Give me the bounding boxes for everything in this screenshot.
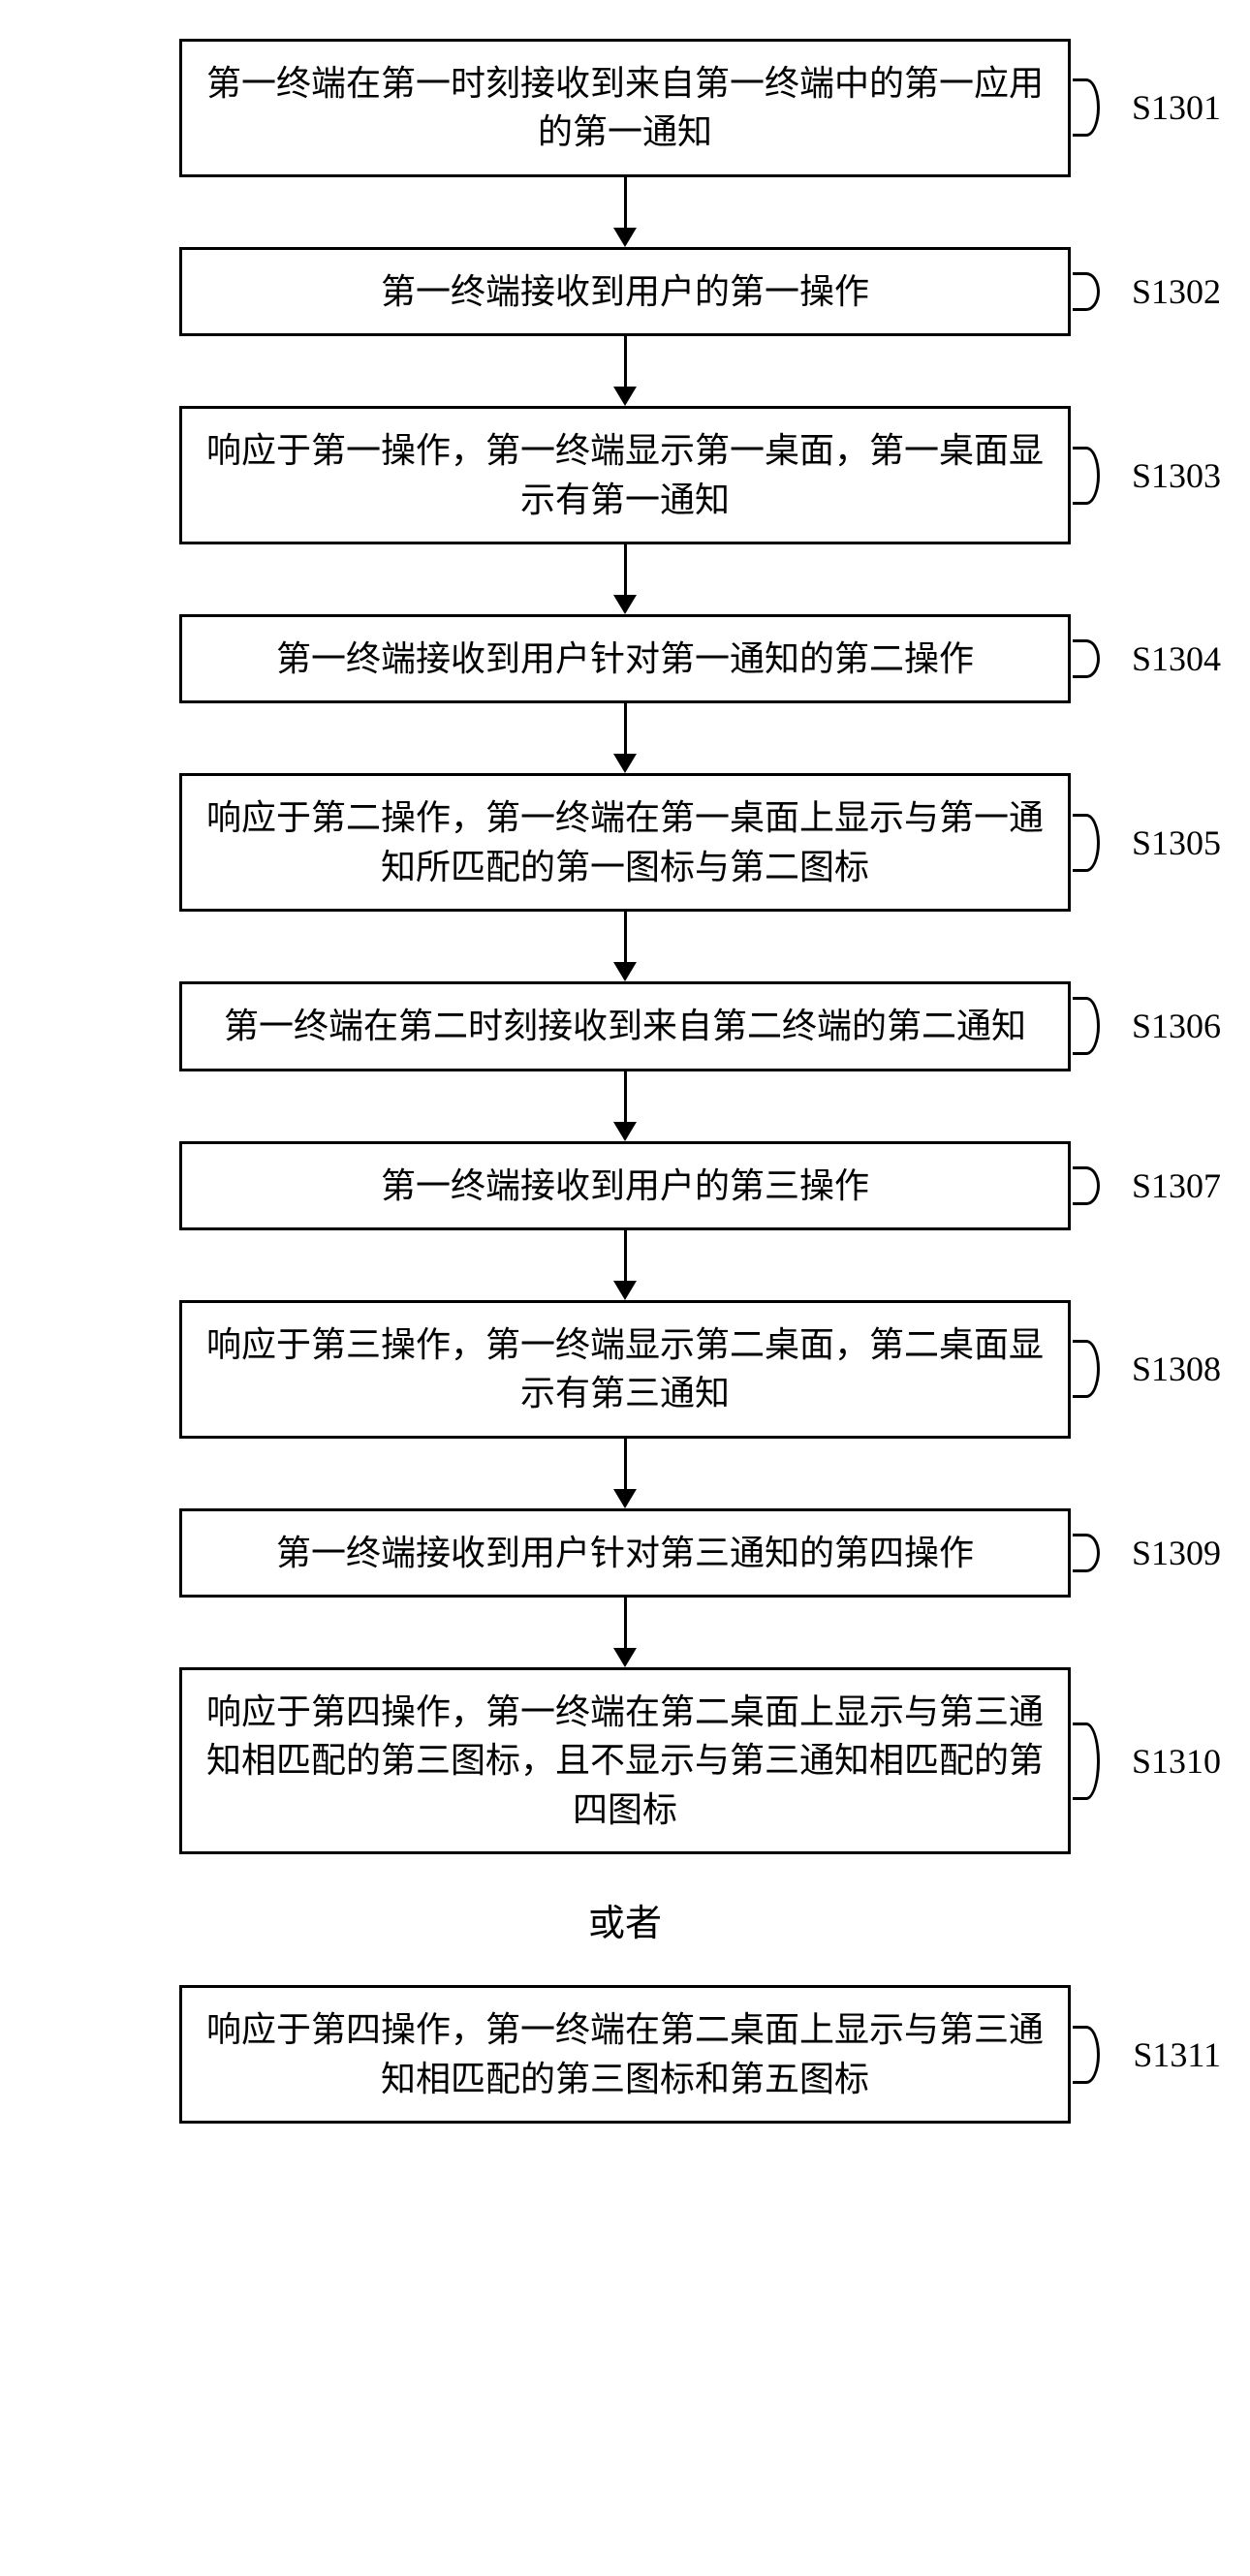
flow-node: 第一终端接收到用户针对第三通知的第四操作 S1309 <box>0 1508 1250 1598</box>
arrow-line <box>624 336 627 387</box>
node-box: 第一终端接收到用户的第一操作 <box>179 247 1071 336</box>
arrow-line <box>624 912 627 962</box>
node-label: S1307 <box>1132 1165 1221 1206</box>
arrow <box>613 336 637 406</box>
flow-node: 响应于第一操作，第一终端显示第一桌面，第一桌面显示有第一通知 S1303 <box>0 406 1250 544</box>
label-connector <box>1073 639 1100 678</box>
node-label: S1304 <box>1132 638 1221 679</box>
flow-node: 第一终端在第二时刻接收到来自第二终端的第二通知 S1306 <box>0 981 1250 1071</box>
arrow-head-icon <box>613 595 637 614</box>
node-label: S1310 <box>1132 1741 1221 1782</box>
flow-node: 第一终端在第一时刻接收到来自第一终端中的第一应用的第一通知 S1301 <box>0 39 1250 177</box>
or-separator: 或者 <box>588 1893 662 1946</box>
arrow <box>613 1230 637 1300</box>
label-connector <box>1073 1340 1100 1398</box>
label-connector <box>1073 997 1100 1055</box>
node-box: 响应于第四操作，第一终端在第二桌面上显示与第三通知相匹配的第三图标，且不显示与第… <box>179 1667 1071 1854</box>
node-box: 响应于第二操作，第一终端在第一桌面上显示与第一通知所匹配的第一图标与第二图标 <box>179 773 1071 912</box>
label-connector <box>1073 2026 1100 2084</box>
node-label: S1302 <box>1132 271 1221 312</box>
flow-node: 响应于第二操作，第一终端在第一桌面上显示与第一通知所匹配的第一图标与第二图标 S… <box>0 773 1250 912</box>
flow-node: 第一终端接收到用户的第一操作 S1302 <box>0 247 1250 336</box>
arrow-head-icon <box>613 962 637 981</box>
node-label: S1301 <box>1132 87 1221 128</box>
node-box: 响应于第四操作，第一终端在第二桌面上显示与第三通知相匹配的第三图标和第五图标 <box>179 1985 1071 2124</box>
node-label: S1305 <box>1132 822 1221 863</box>
arrow-head-icon <box>613 228 637 247</box>
node-box: 响应于第一操作，第一终端显示第一桌面，第一桌面显示有第一通知 <box>179 406 1071 544</box>
arrow-line <box>624 1071 627 1122</box>
arrow-line <box>624 177 627 228</box>
arrow-line <box>624 1230 627 1281</box>
node-label: S1311 <box>1133 2034 1221 2075</box>
node-box: 响应于第三操作，第一终端显示第二桌面，第二桌面显示有第三通知 <box>179 1300 1071 1439</box>
arrow-line <box>624 1439 627 1489</box>
flow-node: 响应于第四操作，第一终端在第二桌面上显示与第三通知相匹配的第三图标，且不显示与第… <box>0 1667 1250 1854</box>
flow-node: 第一终端接收到用户针对第一通知的第二操作 S1304 <box>0 614 1250 703</box>
arrow <box>613 1439 637 1508</box>
node-label: S1306 <box>1132 1006 1221 1046</box>
flow-node: 响应于第四操作，第一终端在第二桌面上显示与第三通知相匹配的第三图标和第五图标 S… <box>0 1985 1250 2124</box>
label-connector <box>1073 272 1100 311</box>
label-connector <box>1073 447 1100 505</box>
arrow-line <box>624 544 627 595</box>
node-label: S1309 <box>1132 1533 1221 1573</box>
flowchart-container: 第一终端在第一时刻接收到来自第一终端中的第一应用的第一通知 S1301 第一终端… <box>0 39 1250 2124</box>
arrow-line <box>624 1598 627 1648</box>
node-label: S1303 <box>1132 455 1221 496</box>
arrow <box>613 1598 637 1667</box>
label-connector <box>1073 1723 1100 1800</box>
label-connector <box>1073 1166 1100 1205</box>
node-box: 第一终端接收到用户针对第一通知的第二操作 <box>179 614 1071 703</box>
label-connector <box>1073 814 1100 872</box>
arrow <box>613 177 637 247</box>
arrow <box>613 544 637 614</box>
node-box: 第一终端在第一时刻接收到来自第一终端中的第一应用的第一通知 <box>179 39 1071 177</box>
arrow-head-icon <box>613 1281 637 1300</box>
label-connector <box>1073 1534 1100 1572</box>
arrow-head-icon <box>613 1122 637 1141</box>
node-box: 第一终端接收到用户的第三操作 <box>179 1141 1071 1230</box>
arrow-line <box>624 703 627 754</box>
flow-node: 响应于第三操作，第一终端显示第二桌面，第二桌面显示有第三通知 S1308 <box>0 1300 1250 1439</box>
arrow <box>613 703 637 773</box>
node-box: 第一终端接收到用户针对第三通知的第四操作 <box>179 1508 1071 1598</box>
arrow-head-icon <box>613 387 637 406</box>
node-box: 第一终端在第二时刻接收到来自第二终端的第二通知 <box>179 981 1071 1071</box>
flow-node: 第一终端接收到用户的第三操作 S1307 <box>0 1141 1250 1230</box>
label-connector <box>1073 78 1100 137</box>
arrow-head-icon <box>613 1648 637 1667</box>
arrow-head-icon <box>613 754 637 773</box>
arrow <box>613 912 637 981</box>
arrow <box>613 1071 637 1141</box>
arrow-head-icon <box>613 1489 637 1508</box>
node-label: S1308 <box>1132 1349 1221 1389</box>
